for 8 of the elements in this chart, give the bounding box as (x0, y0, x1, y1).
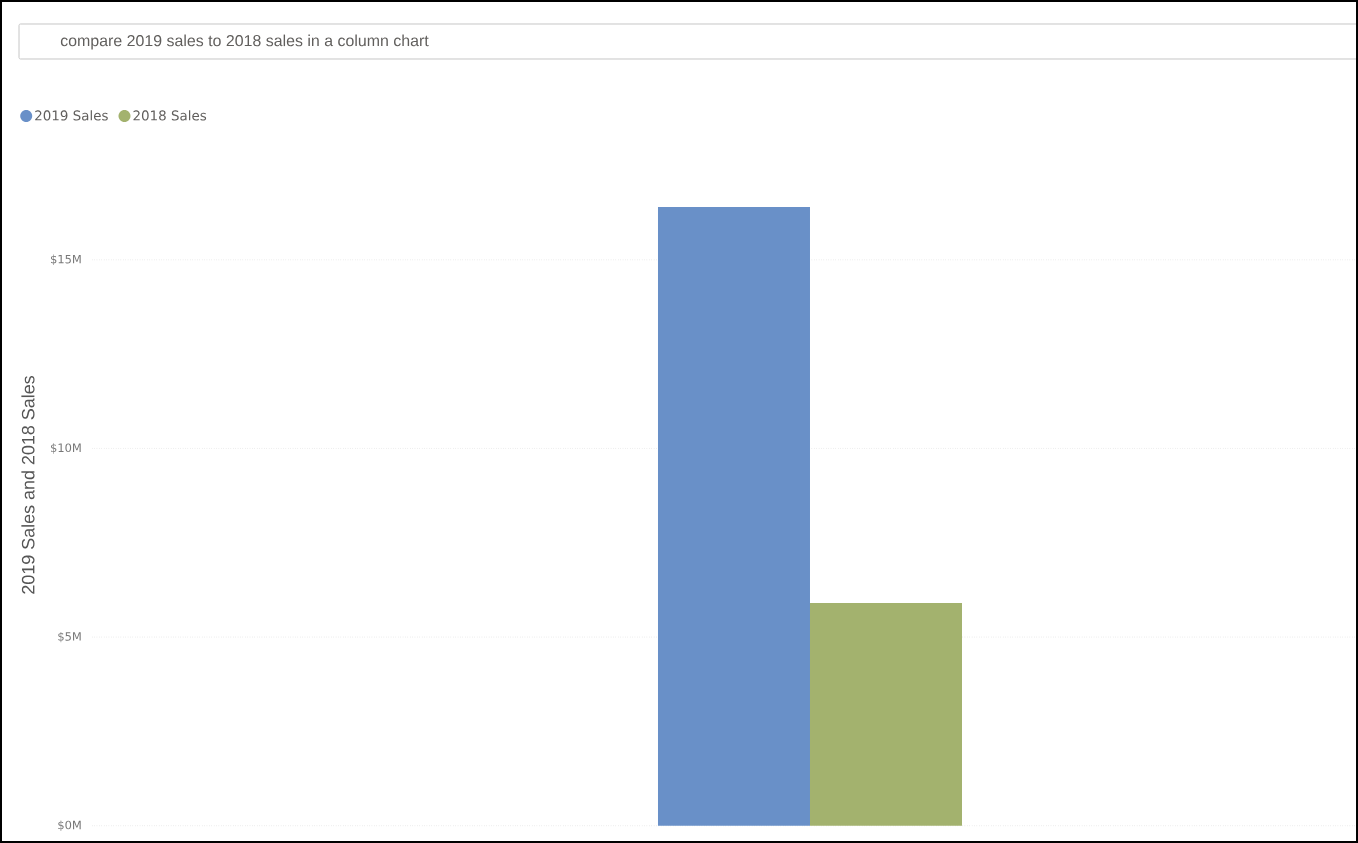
y-tick-label: $5M (58, 631, 81, 643)
legend-label: 2018 Sales (133, 110, 207, 121)
y-tick-label: $0M (58, 820, 81, 831)
y-tick-label: $10M (51, 443, 81, 454)
y-tick-label: $15M (51, 254, 81, 266)
y-axis-title: 2019 Sales and 2018 Sales (21, 375, 35, 594)
legend-label: 2019 Sales (35, 110, 108, 121)
chart-title: compare 2019 sales to 2018 sales in a column chart (60, 34, 429, 50)
